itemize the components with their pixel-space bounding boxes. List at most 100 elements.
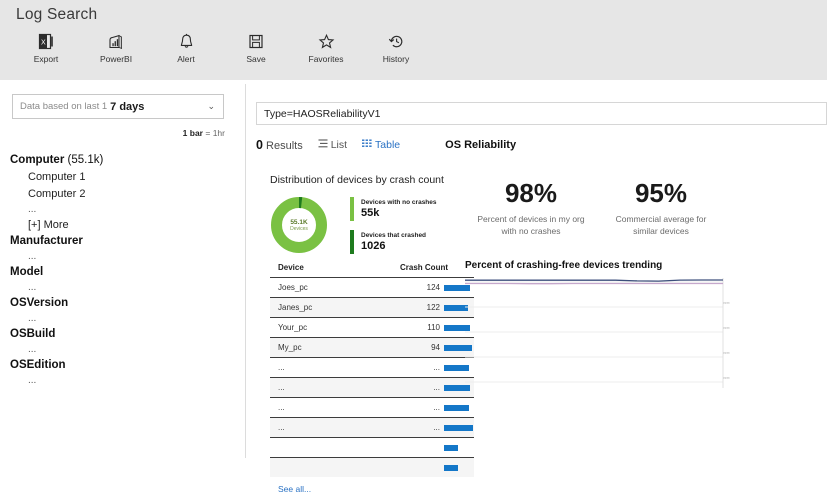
kpi-card-2: 95%Commercial average for similar device… xyxy=(605,178,717,237)
bar-fill xyxy=(444,465,458,471)
list-icon xyxy=(318,139,328,151)
table-row[interactable] xyxy=(270,437,474,457)
cell-device: My_pc xyxy=(270,343,378,352)
table-row[interactable]: ...... xyxy=(270,397,474,417)
see-all-link[interactable]: See all... xyxy=(270,484,474,494)
table-row[interactable]: ...... xyxy=(270,417,474,437)
cell-bar xyxy=(440,465,474,471)
legend-value: 55k xyxy=(361,207,437,220)
cell-device: ... xyxy=(270,363,378,372)
table-row[interactable]: ...... xyxy=(270,357,474,377)
facet-item[interactable]: Computer 1 xyxy=(10,169,230,186)
cell-crash-count: 122 xyxy=(378,303,440,312)
legend-value: 1026 xyxy=(361,240,426,253)
donut-center-value: 55.1K xyxy=(290,219,307,226)
search-query-text: Type=HAOSReliabilityV1 xyxy=(264,108,380,120)
table-row[interactable] xyxy=(270,457,474,477)
facet-title-osedition[interactable]: OSEdition xyxy=(10,357,230,374)
panel-divider xyxy=(245,84,246,458)
facet-more-link[interactable]: [+] More xyxy=(10,217,230,233)
results-count-label: Results xyxy=(266,140,303,152)
facet-group-osbuild: OSBuild... xyxy=(10,326,230,357)
dashboard-title: OS Reliability xyxy=(445,139,516,151)
cell-device: ... xyxy=(270,423,378,432)
toolbar-button-powerbi[interactable]: PowerBI xyxy=(92,31,140,64)
toolbar-label-powerbi: PowerBI xyxy=(100,54,132,64)
legend-swatch xyxy=(350,230,354,254)
toolbar-label-save: Save xyxy=(246,54,265,64)
cell-crash-count: ... xyxy=(378,383,440,392)
time-range-dropdown[interactable]: Data based on last 1 7 days ⌄ xyxy=(12,94,224,119)
facet-group-manufacturer: Manufacturer... xyxy=(10,233,230,264)
toolbar-button-alert[interactable]: Alert xyxy=(162,31,210,64)
cell-crash-count: 94 xyxy=(378,343,440,352)
column-header-device: Device xyxy=(278,263,386,272)
cell-device: Janes_pc xyxy=(270,303,378,312)
main-panel: Type=HAOSReliabilityV1 0 Results List xyxy=(247,80,827,458)
cell-device: Joes_pc xyxy=(270,283,378,292)
donut-widget: Distribution of devices by crash count 5… xyxy=(270,174,470,254)
kpi-value: 98% xyxy=(475,178,587,208)
save-floppy-icon xyxy=(248,31,264,51)
view-tabs: 0 Results List xyxy=(256,138,516,152)
donut-chart: 55.1K Devices xyxy=(270,196,328,254)
legend-label: Devices with no crashes xyxy=(361,198,437,207)
facet-title-model[interactable]: Model xyxy=(10,264,230,281)
facet-item[interactable]: Computer 2 xyxy=(10,186,230,203)
table-row[interactable]: ...... xyxy=(270,377,474,397)
sidebar: Data based on last 1 7 days ⌄ 1 bar = 1h… xyxy=(0,80,238,458)
cell-crash-count: ... xyxy=(378,403,440,412)
tab-list[interactable]: List xyxy=(318,139,347,151)
tab-table[interactable]: Table xyxy=(362,139,400,151)
kpi-value: 95% xyxy=(605,178,717,208)
toolbar-button-favorites[interactable]: Favorites xyxy=(302,31,350,64)
powerbi-icon xyxy=(107,31,125,51)
facet-title-osversion[interactable]: OSVersion xyxy=(10,295,230,312)
svg-text:X: X xyxy=(41,39,46,46)
table-header: Device Crash Count xyxy=(270,263,474,277)
facet-group-osedition: OSEdition... xyxy=(10,357,230,388)
cell-crash-count: ... xyxy=(378,423,440,432)
toolbar-label-history: History xyxy=(383,54,409,64)
toolbar-label-export: Export xyxy=(34,54,59,64)
tab-list-label: List xyxy=(331,139,347,151)
facet-title-manufacturer[interactable]: Manufacturer xyxy=(10,233,230,250)
facet-ellipsis: ... xyxy=(10,312,230,326)
donut-title: Distribution of devices by crash count xyxy=(270,174,470,186)
toolbar-button-history[interactable]: History xyxy=(372,31,420,64)
kpi-card-1: 98%Percent of devices in my org with no … xyxy=(475,178,587,237)
bar-scale-rest: = 1hr xyxy=(205,128,225,138)
donut-center-label: Devices xyxy=(290,226,308,232)
toolbar-label-alert: Alert xyxy=(177,54,194,64)
chevron-down-icon: ⌄ xyxy=(207,101,215,112)
facet-title-osbuild[interactable]: OSBuild xyxy=(10,326,230,343)
cell-device: Your_pc xyxy=(270,323,378,332)
star-icon xyxy=(318,31,335,51)
facet-title-computer[interactable]: Computer (55.1k) xyxy=(10,152,230,169)
results-count-number: 0 xyxy=(256,138,263,152)
kpi-group: 98%Percent of devices in my org with no … xyxy=(475,178,717,237)
facet-ellipsis: ... xyxy=(10,374,230,388)
page-title: Log Search xyxy=(16,6,97,24)
cell-device: ... xyxy=(270,383,378,392)
legend-swatch xyxy=(350,197,354,221)
y-axis-tick-label: **** xyxy=(723,377,730,383)
toolbar-button-save[interactable]: Save xyxy=(232,31,280,64)
bar-fill xyxy=(444,445,458,451)
cell-device: ... xyxy=(270,403,378,412)
search-query-input[interactable]: Type=HAOSReliabilityV1 xyxy=(256,102,827,125)
toolbar-button-export[interactable]: X Export xyxy=(22,31,70,64)
time-range-value: 7 days xyxy=(110,101,144,113)
